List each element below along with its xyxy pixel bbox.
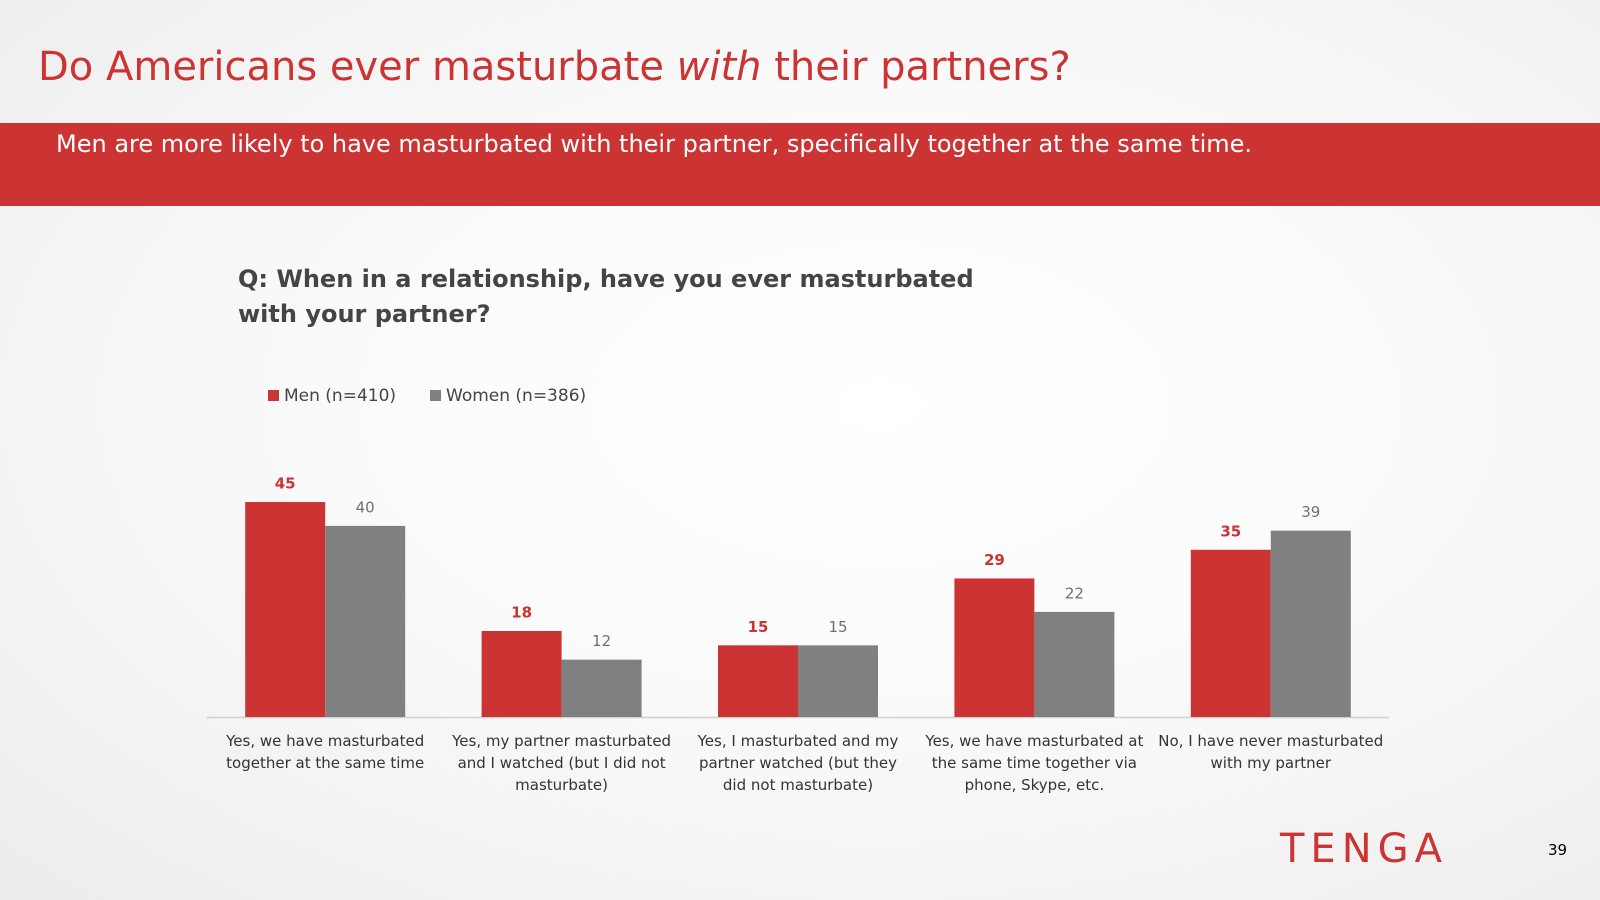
data-label: 18 [511, 604, 532, 622]
bar [718, 645, 798, 717]
category-label: Yes, we have masturbated together at the… [226, 732, 425, 772]
legend-label: Women (n=386) [446, 386, 586, 406]
title-part: their partners? [774, 44, 1071, 90]
data-label: 45 [275, 475, 296, 493]
page-number: 39 [1548, 841, 1568, 859]
category-label: Yes, my partner masturbated and I watche… [452, 732, 672, 794]
logo: TENGA [1280, 826, 1448, 872]
bar [245, 502, 326, 717]
question-prefix: Q: [238, 265, 268, 293]
title: Do Americans ever masturbate with their … [38, 44, 1071, 90]
data-label: 35 [1220, 522, 1241, 540]
data-label: 12 [592, 632, 611, 650]
legend-swatch [268, 390, 279, 401]
data-label: 15 [748, 618, 769, 636]
banner [0, 123, 1600, 206]
data-label: 39 [1301, 503, 1320, 521]
bar [325, 525, 406, 717]
bar [481, 631, 562, 717]
bar [1270, 530, 1351, 717]
title-emphasis: with [676, 44, 762, 90]
data-label: 29 [984, 551, 1005, 569]
category-label: No, I have never masturbated with my par… [1158, 732, 1384, 772]
data-label: 22 [1065, 584, 1084, 602]
data-label: 15 [828, 618, 847, 636]
question: Q: When in a relationship, have you ever… [238, 262, 998, 332]
subtitle: Men are more likely to have masturbated … [56, 130, 1253, 158]
question-text: When in a relationship, have you ever ma… [238, 265, 974, 328]
bar [798, 645, 878, 717]
bar [1190, 549, 1271, 717]
legend-swatch [430, 390, 441, 401]
category-label: Yes, I masturbated and my partner watche… [697, 732, 899, 794]
bar [1034, 611, 1115, 717]
data-label: 40 [356, 498, 375, 516]
bar [954, 578, 1035, 717]
title-part: Do Americans ever masturbate [38, 44, 664, 90]
category-label: Yes, we have masturbated at the same tim… [925, 732, 1144, 794]
legend-label: Men (n=410) [284, 386, 396, 406]
bar [561, 659, 642, 717]
